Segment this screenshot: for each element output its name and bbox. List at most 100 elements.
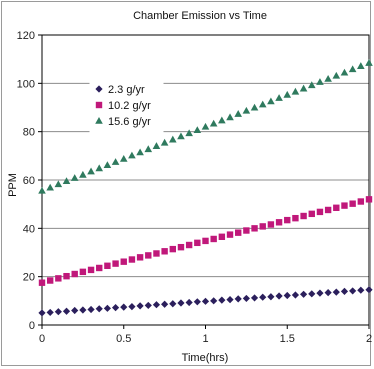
data-point: [235, 229, 242, 236]
data-point: [316, 208, 324, 216]
data-point: [250, 294, 259, 302]
data-point: [218, 116, 226, 124]
data-point: [242, 106, 251, 114]
data-point: [243, 227, 250, 234]
data-point: [62, 177, 71, 185]
data-point: [145, 252, 152, 259]
data-point: [308, 290, 316, 298]
data-point: [348, 65, 357, 73]
data-point: [218, 296, 226, 304]
data-point: [185, 129, 193, 137]
data-point: [193, 126, 202, 134]
y-tick-label: 120: [17, 30, 35, 42]
data-point: [316, 78, 324, 85]
data-point: [291, 291, 300, 299]
data-point: [136, 302, 144, 310]
y-axis-ticks: 0 20 40 60 80 100 120: [17, 30, 42, 332]
data-point: [201, 297, 210, 305]
data-point: [234, 110, 242, 117]
data-point: [324, 74, 332, 82]
data-point: [340, 287, 349, 296]
data-point: [46, 277, 54, 284]
data-point: [349, 287, 357, 295]
data-point: [284, 216, 291, 224]
data-point: [128, 303, 136, 311]
data-point: [177, 299, 185, 307]
data-point: [46, 308, 54, 317]
data-point: [95, 164, 104, 172]
data-point: [341, 202, 348, 209]
x-tick-label: 1: [202, 333, 208, 345]
data-point: [70, 174, 79, 181]
data-point: [275, 94, 283, 101]
data-point: [169, 245, 176, 253]
y-tick-label: 20: [23, 272, 35, 284]
series-square: [38, 196, 373, 286]
data-point: [128, 151, 136, 159]
data-point: [46, 183, 54, 191]
data-point: [160, 138, 169, 146]
x-tick-label: 0: [39, 333, 45, 345]
legend: 2.3 g/yr 10.2 g/yr 15.6 g/yr: [89, 76, 164, 134]
data-point: [267, 97, 275, 105]
x-axis-label: Time(hrs): [182, 352, 229, 364]
data-point: [332, 288, 340, 296]
data-point: [144, 145, 153, 153]
data-point: [300, 212, 307, 220]
data-point: [128, 256, 136, 263]
data-point: [87, 305, 95, 314]
chart-title: Chamber Emission vs Time: [133, 10, 267, 22]
legend-label: 2.3 g/yr: [108, 84, 145, 96]
data-point: [226, 113, 234, 121]
legend-label: 10.2 g/yr: [108, 100, 151, 112]
data-point: [365, 59, 373, 66]
data-point: [308, 210, 315, 218]
data-point: [251, 225, 258, 232]
data-point: [54, 308, 62, 316]
data-point: [210, 297, 218, 305]
data-point: [210, 235, 217, 243]
data-point: [38, 309, 46, 317]
data-point: [161, 300, 169, 308]
data-point: [152, 142, 161, 149]
data-point: [324, 289, 332, 297]
legend-entry: 10.2 g/yr: [95, 100, 151, 112]
data-point: [267, 221, 275, 228]
data-point: [292, 214, 299, 222]
data-point: [120, 258, 127, 265]
data-point: [63, 272, 70, 280]
legend-label: 15.6 g/yr: [108, 116, 151, 128]
data-point: [357, 198, 365, 205]
data-point: [169, 135, 177, 143]
data-point: [111, 304, 120, 312]
data-point: [365, 286, 373, 294]
data-point: [234, 295, 242, 303]
series-diamond: [38, 286, 373, 317]
data-point: [38, 186, 46, 194]
data-point: [111, 158, 120, 165]
data-point: [250, 103, 259, 111]
data-point: [357, 286, 365, 294]
data-point: [95, 305, 103, 313]
chart-frame: [1, 1, 371, 366]
data-point: [324, 206, 332, 214]
data-point: [79, 170, 87, 178]
data-point: [258, 100, 267, 108]
y-tick-label: 60: [23, 175, 35, 187]
legend-entry: 2.3 g/yr: [95, 84, 145, 96]
data-point: [365, 196, 373, 203]
data-point: [316, 289, 324, 297]
data-point: [169, 300, 177, 308]
data-point: [136, 254, 144, 261]
data-point: [349, 200, 356, 207]
y-tick-label: 40: [23, 223, 35, 235]
data-point: [112, 260, 119, 267]
data-point: [79, 306, 87, 314]
data-point: [275, 219, 283, 226]
data-point: [136, 148, 144, 156]
data-point: [185, 241, 193, 249]
data-point: [87, 266, 95, 274]
legend-marker: [95, 117, 103, 124]
data-point: [177, 132, 185, 140]
